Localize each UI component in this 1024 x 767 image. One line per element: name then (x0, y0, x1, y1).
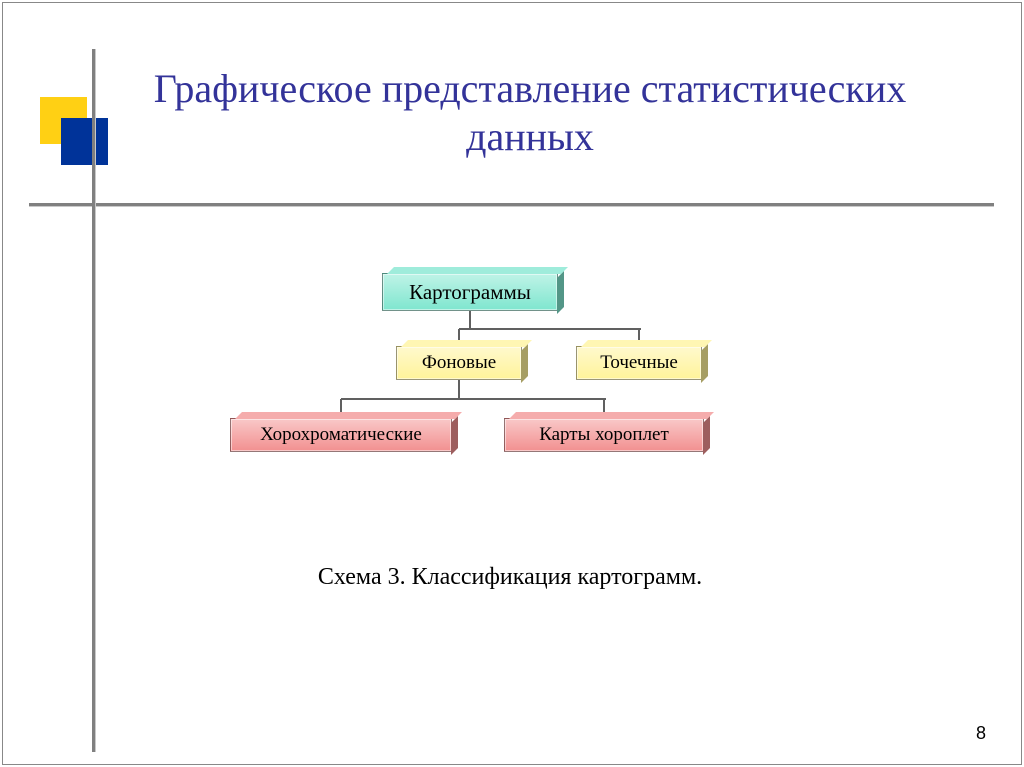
tree-node-label: Хорохроматические (260, 424, 422, 446)
tree-node-label: Карты хороплет (539, 424, 669, 446)
tree-connector (341, 398, 606, 400)
tree-diagram: Картограммы Фоновые Точечные Хорохроматичес… (0, 0, 1024, 767)
tree-node-label: Точечные (600, 352, 678, 374)
node-3d-top (401, 340, 532, 347)
node-3d-top (581, 340, 712, 347)
tree-connector (469, 311, 471, 329)
node-3d-side (521, 344, 528, 383)
page-number: 8 (976, 723, 986, 744)
node-3d-side (701, 344, 708, 383)
node-3d-top (235, 412, 462, 419)
node-3d-side (451, 416, 458, 455)
node-3d-side (557, 271, 564, 314)
tree-node-toch: Точечные (576, 346, 702, 380)
tree-node-choro: Карты хороплет (504, 418, 704, 452)
tree-node-fon: Фоновые (396, 346, 522, 380)
node-3d-top (387, 267, 568, 274)
tree-node-label: Картограммы (409, 280, 531, 305)
node-3d-side (703, 416, 710, 455)
node-3d-top (509, 412, 714, 419)
tree-node-label: Фоновые (422, 352, 496, 374)
tree-connector (458, 380, 460, 399)
diagram-caption: Схема 3. Классификация картограмм. (120, 564, 900, 591)
tree-connector (459, 328, 641, 330)
tree-node-horo: Хорохроматические (230, 418, 452, 452)
tree-node-root: Картограммы (382, 273, 558, 311)
